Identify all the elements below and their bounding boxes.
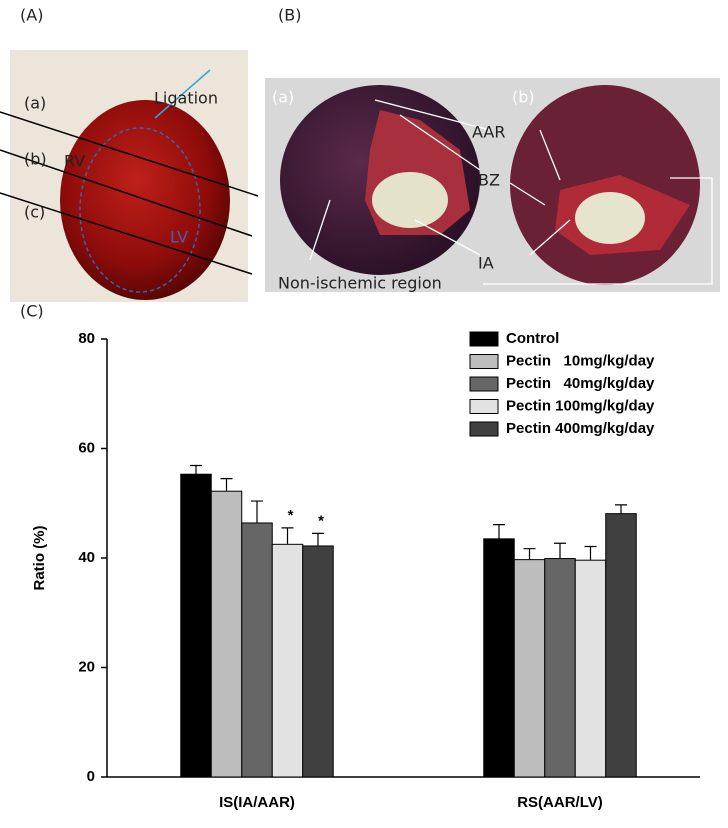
significance-marker: *: [288, 507, 294, 524]
error-bar: [251, 500, 263, 523]
y-tick-label: 20: [78, 658, 95, 675]
panel-label: (C): [20, 302, 44, 321]
bar: [513, 559, 546, 778]
annotation: IA: [478, 254, 494, 273]
bar: [483, 538, 515, 778]
legend-swatch: [469, 354, 499, 369]
error-bar: [554, 542, 566, 559]
y-axis-label: Ratio (%): [31, 526, 48, 591]
legend-label: Pectin 40mg/kg/day: [506, 375, 655, 392]
legend-label: Pectin 400mg/kg/day: [506, 420, 655, 437]
annotation: LV: [170, 228, 188, 247]
error-bar: [523, 548, 536, 560]
bar: [241, 522, 273, 778]
error-bar: [312, 532, 324, 546]
y-tick-label: 40: [78, 549, 95, 566]
error-bar: [190, 464, 202, 475]
error-bar: [220, 478, 233, 492]
x-tick-label: RS(AAR/LV): [517, 794, 603, 811]
legend-swatch: [469, 421, 499, 437]
panel-label: (A): [20, 6, 43, 25]
bar: [180, 473, 212, 778]
annotation: BZ: [478, 171, 500, 190]
legend-label: Control: [506, 330, 559, 347]
cut-line: [0, 192, 253, 275]
pointer-lines: [309, 99, 713, 285]
bar: [574, 559, 607, 778]
annotation: Non-ischemic region: [278, 274, 442, 293]
cut-line: [0, 111, 259, 197]
y-tick-label: 0: [87, 768, 95, 785]
error-bar: [584, 545, 597, 561]
annotation: (a): [24, 94, 46, 113]
bar: [605, 513, 637, 778]
bar: [544, 558, 576, 778]
annotation: (a): [272, 88, 294, 107]
annotation: Ligation: [154, 89, 218, 108]
legend-swatch: [469, 376, 499, 392]
error-bar: [615, 504, 627, 514]
panel-label: (B): [278, 6, 301, 25]
lv-outline: [79, 127, 201, 293]
infarct: [372, 172, 448, 228]
annotation: AAR: [472, 123, 505, 142]
bar: [210, 490, 243, 778]
annotation: (b): [24, 150, 47, 169]
significance-marker: *: [318, 512, 324, 529]
bar: [302, 545, 334, 778]
annotation: RV: [64, 152, 85, 171]
y-tick-label: 60: [78, 439, 95, 456]
x-tick-label: IS(IA/AAR): [219, 794, 295, 811]
y-tick-label: 80: [78, 330, 95, 347]
legend-label: Pectin 100mg/kg/day: [506, 397, 655, 414]
legend-swatch: [469, 399, 499, 414]
cut-line: [0, 149, 253, 237]
infarct: [575, 192, 645, 244]
error-bar: [281, 527, 294, 545]
legend-swatch: [469, 331, 499, 347]
bar-chart: 0 20 40 60 80 IS(IA/AAR) * * RS(AAR/LV) Control Pe…: [78, 330, 700, 811]
legend-label: Pectin 10mg/kg/day: [506, 352, 655, 369]
ligation-pointer: [154, 69, 211, 119]
annotation: (c): [24, 203, 45, 222]
bar: [271, 543, 304, 778]
annotation: (b): [512, 88, 535, 107]
error-bar: [493, 524, 505, 539]
